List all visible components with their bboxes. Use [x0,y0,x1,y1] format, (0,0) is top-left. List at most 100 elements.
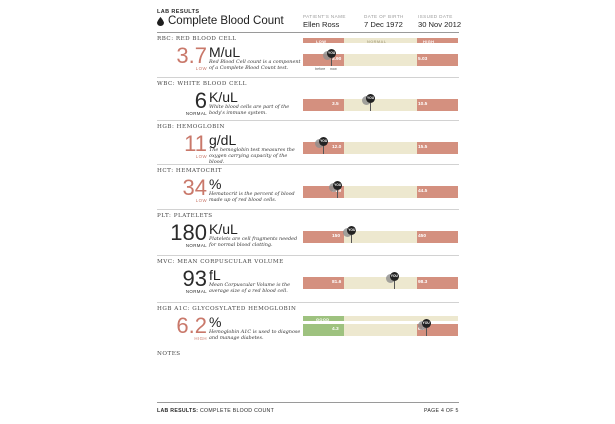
patient-label: PATIENT'S NAME [303,14,346,19]
test-status: HIGH [194,336,207,341]
footer-divider [157,402,459,403]
test-description: Red Blood Cell count is a component of a… [209,59,301,72]
good-label: GOOD [316,316,330,322]
range-normal-label: NORMAL [367,38,387,44]
result-tick [331,58,333,66]
section-divider [157,77,459,78]
range-high-value: 98.3 [418,280,428,285]
range-header: LOW NORMAL HIGH [303,38,458,44]
you-marker: YOU [389,272,399,281]
test-label: WBC: WHITE BLOOD CELL [157,81,247,87]
issued-value: 30 Nov 2012 [418,20,462,29]
range-low-value: 4.3 [332,327,339,332]
test-unit: % [209,314,222,330]
test-label: RBC: RED BLOOD CELL [157,36,237,42]
test-value: 34 [182,175,207,200]
test-value: 3.7 [176,43,207,68]
range-low-value: 12.0 [332,145,342,150]
page-title: Complete Blood Count [168,15,284,27]
dob-value: 7 Dec 1972 [364,20,403,29]
range-bar: 81.6 98.3 [303,277,458,289]
test-value: 180 [170,220,207,245]
test-value: 93 [182,266,207,291]
test-status: LOW [195,66,207,71]
test-value: 11 [184,131,207,156]
range-bar: 3.90 5.03 [303,54,458,66]
result-tick [337,190,339,198]
footer-bold: LAB RESULTS: [157,408,199,414]
test-description: Platelets are cell fragments needed for … [209,236,298,249]
you-marker: YOU [319,137,329,146]
result-tick [370,103,372,111]
range-high-label: HIGH [423,38,435,44]
title-row: Complete Blood Count [157,15,284,27]
test-description: White blood cells are part of the body's… [209,104,290,117]
footer-page: PAGE 4 OF 5 [424,408,459,414]
header-divider [157,32,459,33]
high-segment [417,277,458,289]
you-marker: YOU [333,181,343,190]
range-bar: 12.0 15.5 [303,142,458,154]
test-status: LOW [195,198,207,203]
test-value: 6.2 [176,313,207,338]
section-divider [157,164,459,165]
low-segment [303,99,344,111]
test-status: LOW [195,154,207,159]
you-marker: YOU [421,319,431,328]
range-high-value: 44.5 [418,189,428,194]
range-high-value: 15.5 [418,145,428,150]
test-value: 6 [194,88,207,113]
good-segment [303,324,344,336]
range-low-value: 34.9 [332,189,341,194]
footer-left: LAB RESULTS: COMPLETE BLOOD COUNT [157,408,274,414]
section-divider [157,255,459,256]
range-bar: 4.36.0 [303,324,458,336]
patient-meta: PATIENT'S NAME Ellen Ross [303,14,346,29]
test-label: MVC: MEAN CORPUSCULAR VOLUME [157,259,284,265]
range-low-value: 3.90 [332,57,342,62]
patient-name: Ellen Ross [303,20,340,29]
dob-meta: DATE OF BIRTH 7 Dec 1972 [364,14,404,29]
test-unit: fL [209,267,221,283]
notes-label: NOTES [157,351,181,357]
blood-drop-icon [157,16,164,26]
you-marker: YOU [366,94,376,103]
test-label: HGB A1C: GLYCOSYLATED HEMOGLOBIN [157,306,297,312]
test-label: PLT: PLATELETS [157,213,213,219]
test-description: Hematocrit is the percent of blood made … [209,191,295,204]
test-unit: M/uL [209,44,241,60]
range-bar: 150 450 [303,231,458,243]
section-divider [157,209,459,210]
you-marker: YOU [327,49,337,58]
test-label: HCT: HEMATOCRIT [157,168,223,174]
test-status: NORMAL [185,111,207,116]
a1c-rest-header [344,316,458,321]
range-high-value: 10.5 [418,102,428,107]
test-description: The hemoglobin test measures the oxygen … [209,147,295,166]
low-segment [303,231,344,243]
footer-rest: COMPLETE BLOOD COUNT [200,408,275,414]
range-high-value: 450 [418,234,427,239]
range-low-label: LOW [316,38,327,44]
range-bar: 3.5 10.5 [303,99,458,111]
range-bar: 34.9 44.5 [303,186,458,198]
test-label: HGB: HEMOGLOBIN [157,124,225,130]
section-divider [157,120,459,121]
test-unit: % [209,176,222,192]
range-low-value: 81.6 [332,280,342,285]
result-tick [425,328,427,336]
range-high-value: 5.03 [418,57,428,62]
result-tick [323,146,325,154]
range-low-value: 3.5 [332,102,339,107]
test-status: NORMAL [185,289,207,294]
test-unit: K/uL [209,89,238,105]
high-segment [417,231,458,243]
high-segment [417,186,458,198]
test-unit: K/uL [209,221,238,237]
high-segment [417,99,458,111]
now-label: now [330,67,337,71]
low-segment [303,277,344,289]
high-segment [417,54,458,66]
result-tick [351,235,353,243]
result-tick [393,281,395,289]
